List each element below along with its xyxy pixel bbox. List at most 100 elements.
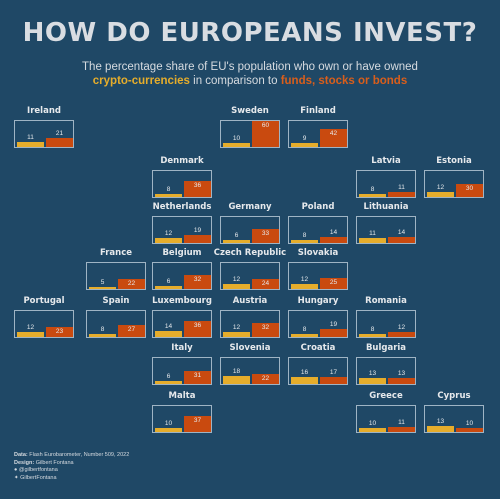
bar-crypto-spain	[89, 334, 116, 337]
country-label-slovenia: Slovenia	[229, 343, 271, 353]
value-crypto-cyprus: 13	[436, 418, 445, 425]
country-panel-ireland: 11 21	[14, 120, 74, 148]
country-panel-hungary: 8 19	[288, 310, 348, 338]
country-panel-bulgaria: 13 13	[356, 357, 416, 385]
country-panel-austria: 12 32	[220, 310, 280, 338]
value-stocks-netherlands: 19	[193, 227, 202, 234]
bar-crypto-czech-republic	[223, 284, 250, 289]
footer-design-value: Gilbert Fontana	[34, 459, 74, 466]
bar-stocks-finland	[320, 129, 347, 147]
value-stocks-malta: 37	[193, 417, 202, 424]
value-crypto-italy: 6	[166, 373, 171, 380]
country-label-slovakia: Slovakia	[297, 248, 339, 258]
country-label-lithuania: Lithuania	[363, 202, 409, 212]
country-panel-denmark: 8 36	[152, 170, 212, 198]
bar-stocks-belgium	[184, 275, 211, 289]
country-label-bulgaria: Bulgaria	[365, 343, 407, 353]
country-label-austria: Austria	[232, 296, 268, 306]
country-label-netherlands: Netherlands	[152, 202, 212, 212]
bar-stocks-france	[118, 279, 145, 289]
country-panel-slovakia: 12 25	[288, 262, 348, 290]
value-stocks-hungary: 19	[329, 321, 338, 328]
value-stocks-latvia: 11	[398, 184, 405, 191]
bar-stocks-slovenia	[252, 374, 279, 384]
twitter-icon: ✦	[14, 474, 19, 481]
country-panel-estonia: 12 30	[424, 170, 484, 198]
value-stocks-spain: 27	[127, 326, 136, 333]
bar-stocks-austria	[252, 323, 279, 337]
value-crypto-denmark: 8	[166, 186, 171, 193]
value-stocks-finland: 42	[329, 130, 338, 137]
bar-crypto-luxembourg	[155, 331, 182, 337]
bar-crypto-greece	[359, 428, 386, 432]
bar-stocks-czech-republic	[252, 279, 279, 289]
value-crypto-france: 5	[100, 279, 105, 286]
value-stocks-estonia: 30	[465, 185, 474, 192]
value-stocks-denmark: 36	[193, 182, 202, 189]
country-label-romania: Romania	[365, 296, 407, 306]
subtitle-line2: crypto-currencies in comparison to funds…	[0, 74, 500, 88]
country-panel-cyprus: 13 10	[424, 405, 484, 433]
value-crypto-germany: 6	[234, 232, 239, 239]
value-crypto-portugal: 12	[26, 324, 35, 331]
bar-stocks-cyprus	[456, 428, 483, 432]
country-label-malta: Malta	[168, 391, 196, 401]
bar-stocks-germany	[252, 229, 279, 243]
country-label-czech-republic: Czech Republic	[213, 248, 287, 258]
bar-stocks-greece	[388, 427, 415, 432]
country-label-luxembourg: Luxembourg	[152, 296, 212, 306]
footer-github[interactable]: ● @gilbertfontana	[14, 467, 129, 475]
country-label-croatia: Croatia	[300, 343, 336, 353]
value-stocks-croatia: 17	[329, 369, 338, 376]
bar-stocks-portugal	[46, 327, 73, 337]
value-stocks-greece: 11	[398, 419, 405, 426]
country-panel-croatia: 16 17	[288, 357, 348, 385]
footer: Data: Flash Eurobarometer, Number 509, 2…	[14, 452, 129, 482]
value-crypto-slovenia: 18	[232, 368, 241, 375]
value-crypto-ireland: 11	[27, 134, 34, 141]
country-panel-malta: 10 37	[152, 405, 212, 433]
bar-stocks-denmark	[184, 181, 211, 197]
bar-crypto-latvia	[359, 194, 386, 197]
bar-crypto-denmark	[155, 194, 182, 197]
country-panel-czech-republic: 12 24	[220, 262, 280, 290]
value-crypto-croatia: 16	[300, 369, 309, 376]
value-crypto-estonia: 12	[436, 184, 445, 191]
footer-twitter[interactable]: ✦ GilbertFontana	[14, 475, 129, 483]
value-crypto-finland: 9	[302, 135, 307, 142]
legend-stocks: funds, stocks or bonds	[280, 75, 408, 87]
value-stocks-cyprus: 10	[465, 420, 474, 427]
country-label-belgium: Belgium	[162, 248, 202, 258]
bar-crypto-finland	[291, 143, 318, 147]
bar-crypto-netherlands	[155, 238, 182, 243]
country-label-finland: Finland	[300, 106, 336, 116]
value-crypto-netherlands: 12	[164, 230, 173, 237]
bar-crypto-slovenia	[223, 376, 250, 384]
country-panel-slovenia: 18 22	[220, 357, 280, 385]
value-crypto-latvia: 8	[370, 186, 375, 193]
value-stocks-luxembourg: 36	[193, 322, 202, 329]
footer-design: Design: Gilbert Fontana	[14, 460, 129, 468]
value-crypto-slovakia: 12	[300, 276, 309, 283]
value-stocks-ireland: 21	[55, 130, 64, 137]
country-panel-greece: 10 11	[356, 405, 416, 433]
bar-crypto-cyprus	[427, 426, 454, 432]
country-panel-latvia: 8 11	[356, 170, 416, 198]
bar-stocks-romania	[388, 332, 415, 337]
bar-crypto-romania	[359, 334, 386, 337]
bar-crypto-lithuania	[359, 238, 386, 243]
legend-crypto: crypto-currencies	[92, 75, 190, 87]
subtitle-line1: The percentage share of EU's population …	[82, 61, 418, 73]
value-stocks-italy: 31	[193, 372, 202, 379]
value-stocks-czech-republic: 24	[261, 280, 270, 287]
country-panel-france: 5 22	[86, 262, 146, 290]
bar-crypto-croatia	[291, 377, 318, 384]
value-crypto-bulgaria: 13	[368, 370, 377, 377]
footer-source: Data: Flash Eurobarometer, Number 509, 2…	[14, 452, 129, 460]
value-stocks-portugal: 23	[55, 328, 64, 335]
subtitle-middle: in comparison to	[189, 75, 281, 87]
bar-stocks-netherlands	[184, 235, 211, 243]
bar-crypto-italy	[155, 381, 182, 384]
value-stocks-poland: 14	[329, 229, 338, 236]
github-handle: @gilbertfontana	[18, 467, 58, 473]
